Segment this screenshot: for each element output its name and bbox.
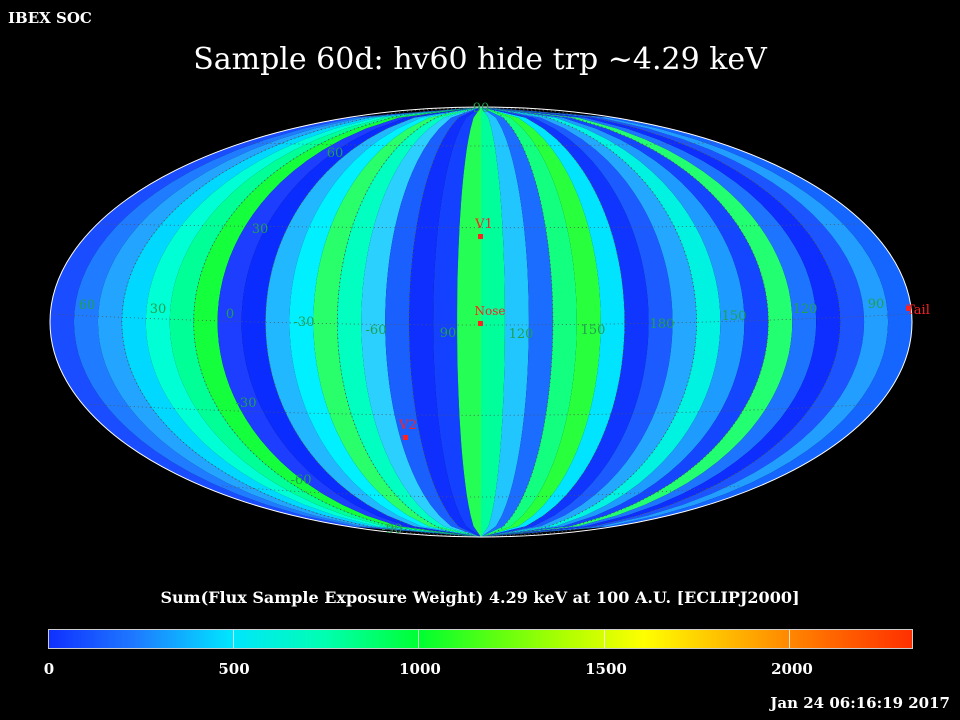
graticule-parallel [50,313,912,326]
lon-label-90-center: 90 [440,326,457,341]
marker-dot-v2 [403,435,408,440]
colorbar-tick-2000 [789,630,791,648]
map-outline [49,106,913,538]
flux-band [313,107,481,537]
flux-band [481,107,601,537]
lon-label-150-center: 150 [581,323,606,338]
flux-band [385,107,481,537]
colorbar-tick-1500 [603,630,605,648]
marker-dot-nose [478,321,483,326]
flux-band [481,107,529,537]
flux-band [481,107,553,537]
flux-bands [50,107,912,537]
colorbar-label-1500: 1500 [585,660,627,678]
flux-band [481,107,577,537]
flux-band [361,107,481,537]
marker-label-tail: Tail [906,303,930,318]
lat-label-90: 90 [473,101,490,116]
marker-dot-v1 [478,234,483,239]
colorbar-tick-500 [232,630,234,648]
marker-label-nose: Nose [475,304,506,318]
lon-label-0: 0 [226,307,234,322]
marker-dot-tail [906,306,911,311]
organization-label: IBEX SOC [8,9,92,27]
lon-label-150-right: 150 [722,309,747,324]
graticule-meridian [336,107,626,537]
lon-label-120-center: 120 [509,327,534,342]
lon-label-90-right: 90 [868,297,885,312]
colorbar-title: Sum(Flux Sample Exposure Weight) 4.29 ke… [160,588,800,607]
flux-band [409,107,481,537]
colorbar-label-2000: 2000 [771,660,813,678]
flux-band [481,107,505,537]
colorbar [48,629,913,649]
lon-label-180: 180 [650,317,675,332]
colorbar-label-1000: 1000 [399,660,441,678]
lat-label-neg90: -90 [382,522,403,537]
colorbar-tick-1000 [418,630,420,648]
lon-label-120-right: 120 [793,302,818,317]
flux-band [481,107,625,537]
lon-label-60-left: 60 [79,298,96,313]
flux-band [481,107,649,537]
lat-label-neg60: -60 [291,473,312,488]
lat-label-neg30: -30 [236,396,257,411]
lat-label-60: 60 [327,146,344,161]
colorbar-label-500: 500 [218,660,250,678]
graticule-meridian [121,107,841,537]
graticule [50,107,912,537]
timestamp: Jan 24 06:16:19 2017 [770,694,950,712]
graticule-meridian [193,107,769,537]
flux-band [457,107,481,537]
page-title: Sample 60d: hv60 hide trp ~4.29 keV [193,42,767,77]
graticule-meridian [408,107,554,537]
lon-label-neg60: -60 [366,323,387,338]
flux-band [337,107,481,537]
marker-label-v1: V1 [474,217,493,232]
lon-label-neg30: -30 [294,315,315,330]
marker-label-v2: V2 [398,418,417,433]
flux-band [433,107,481,537]
graticule-meridian [265,107,697,537]
lon-label-30-left: 30 [150,302,167,317]
lat-label-30: 30 [252,222,269,237]
colorbar-label-0: 0 [43,660,55,678]
